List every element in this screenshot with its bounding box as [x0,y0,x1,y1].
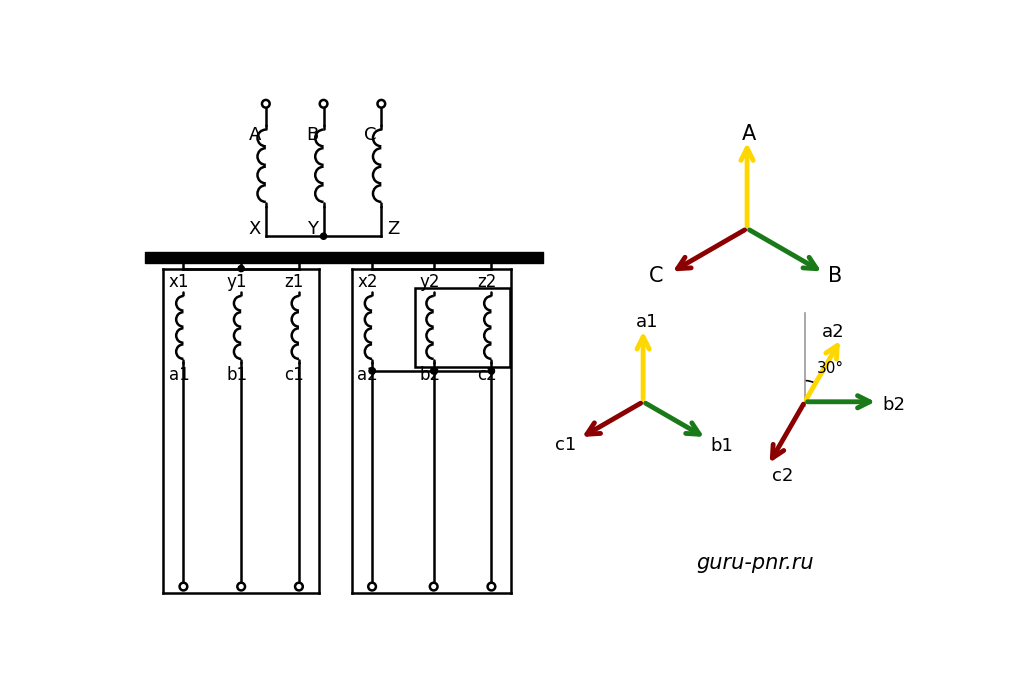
Circle shape [238,265,245,272]
Text: y1: y1 [226,273,247,291]
Bar [415,288,510,367]
Circle shape [369,368,375,374]
Text: y2: y2 [419,273,440,291]
Text: Z: Z [388,220,400,238]
Circle shape [262,100,269,107]
Circle shape [295,583,303,591]
Text: c1: c1 [285,366,304,384]
Circle shape [368,583,376,591]
Text: c2: c2 [477,366,497,384]
Circle shape [488,368,494,374]
Text: 30°: 30° [817,360,844,376]
Text: b2: b2 [419,366,440,384]
Circle shape [430,583,438,591]
Text: c2: c2 [772,467,794,485]
Text: z2: z2 [477,273,497,291]
Text: Y: Y [306,220,318,238]
Text: A: A [741,124,756,144]
Circle shape [180,583,187,591]
Text: A: A [249,126,261,144]
Text: a1: a1 [169,366,189,384]
Text: C: C [364,126,377,144]
Circle shape [321,233,327,239]
Circle shape [377,100,386,107]
Text: b1: b1 [710,437,733,455]
Text: B: B [306,126,319,144]
Text: x1: x1 [169,273,189,291]
Circle shape [320,100,328,107]
Text: a1: a1 [635,313,658,332]
Text: x2: x2 [358,273,378,291]
Text: B: B [829,266,843,286]
Circle shape [487,583,495,591]
Text: a2: a2 [822,323,845,341]
Text: z1: z1 [285,273,303,291]
Text: guru-pnr.ru: guru-pnr.ru [696,554,813,574]
Circle shape [237,583,245,591]
Text: b2: b2 [883,396,906,414]
Text: a2: a2 [358,366,378,384]
Text: c1: c1 [555,436,577,454]
Text: X: X [249,220,261,238]
Text: b1: b1 [226,366,248,384]
Text: C: C [649,266,663,286]
Circle shape [431,368,437,374]
